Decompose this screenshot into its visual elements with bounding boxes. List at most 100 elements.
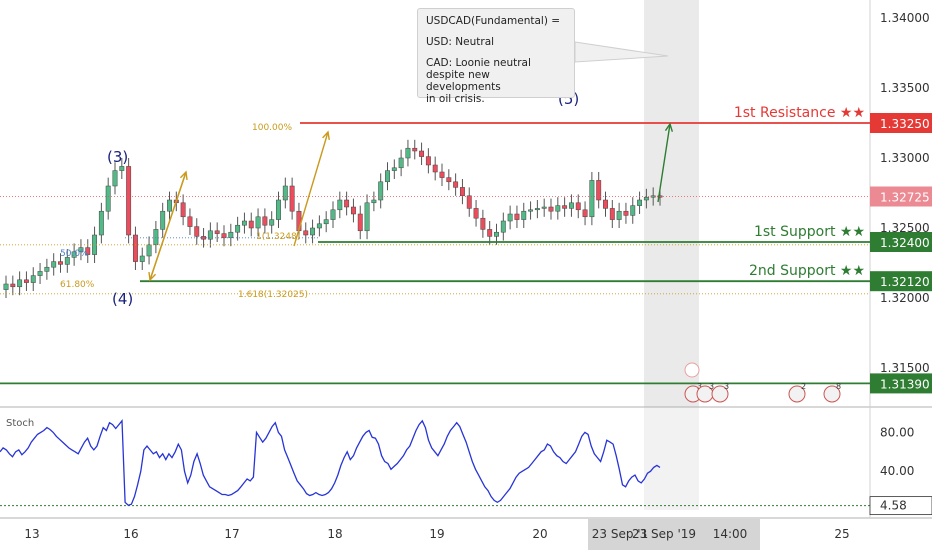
candle-body [241,220,247,226]
projection-arrow [149,171,187,281]
candle-body [139,255,145,262]
level-price-label: 1.32120 [880,275,930,289]
stoch-tick-label: 80.00 [880,425,914,439]
candle-body [548,206,554,212]
crosshair-date-label: 23 Sep '19 [632,527,696,541]
event-count: 2 [801,382,806,391]
projection-arrow [293,131,329,247]
time-tick-label: 13 [24,527,39,541]
candle-body [385,170,390,183]
candle-body [153,229,159,246]
candle-body [303,230,309,236]
candle-body [432,164,438,173]
callout-cad: CAD: Loonie neutral despite new developm… [426,57,531,105]
candle-body [357,213,363,232]
candle-body [276,199,281,220]
price-tick-label: 1.33000 [880,151,930,165]
candle-body [419,150,425,157]
candle-body [630,205,636,216]
candle-body [596,180,602,201]
price-tick-label: 1.33500 [880,81,930,95]
candle-body [37,271,43,276]
candle-body [187,216,193,227]
candle-body [310,227,316,236]
candle-body [555,205,561,212]
candle-body [146,244,152,257]
candle-body [71,251,77,258]
price-tick-label: 1.32500 [880,221,930,235]
candle-body [44,266,50,272]
us-flag-icon [823,385,841,403]
candle-body [98,210,104,236]
arrow-head [664,122,674,132]
us-flag-icon [788,385,806,403]
callout-pointer [574,41,669,63]
fib-label: 61.80% [60,280,95,290]
candle-body [64,257,70,265]
candle-body [562,205,568,209]
time-tick-label: 16 [123,527,138,541]
candle-body [112,170,118,187]
candle-body [473,208,479,219]
candle-body [167,199,172,212]
candle-body [17,279,23,288]
candle-body [398,157,404,169]
candle-body [568,202,574,209]
candle-body [269,219,275,226]
candle-body [350,206,356,215]
candle-body [643,196,649,201]
candle-body [207,230,213,240]
crosshair-date-label: 23 Sep '1 [592,527,648,541]
candle-body [105,185,111,212]
candle-body [23,279,29,283]
level-price-label: 1.33250 [880,117,930,131]
time-tick-label: 20 [532,527,547,541]
candle-body [575,202,581,211]
candle-body [344,199,350,208]
candle-body [51,261,57,268]
candle-body [316,223,322,229]
candle-body [378,181,384,201]
fib-label: 50.0% [60,249,89,259]
candle-body [160,210,166,230]
candle-body [3,283,9,290]
level-price-tag [870,113,932,133]
level-price-tag [870,271,932,292]
stoch-line [0,419,661,506]
time-tick-label: 18 [327,527,342,541]
stoch-level-tag [869,496,932,516]
candle-body [282,185,288,201]
crosshair-date-tag [588,519,760,550]
canada-flag-icon [684,362,700,378]
last-price-label: 1.32725 [880,191,930,205]
candle-body [58,261,63,265]
candle-body [180,202,186,218]
candle-body [609,208,615,220]
candle-body [323,219,329,225]
candle-body [446,177,452,183]
stoch-label: Stoch [6,418,34,429]
candle-body [228,231,234,239]
candle-body [30,275,36,283]
candle-body [78,247,84,253]
candle-body [480,217,486,230]
wave-label: (3) [107,148,128,166]
candle-body [439,171,445,178]
candle-body [589,180,595,218]
candle-body [221,233,227,239]
candle-body [126,166,132,236]
crosshair-date-label: 14:00 [713,527,748,541]
level-label: 1st Resistance ★★ [734,105,865,121]
candle-body [262,216,268,226]
forecast-shade-lower [644,407,699,510]
fib-label: 100.00% [252,123,292,133]
fib-label: 1.618(1.32025) [238,290,308,300]
price-tick-label: 1.34000 [880,11,930,25]
event-count: 3 [697,382,702,391]
candle-body [255,216,261,229]
candle-body [487,229,493,237]
candle-body [248,220,254,229]
candle-body [500,220,506,233]
candle-body [214,230,220,234]
candle-body [459,187,465,197]
